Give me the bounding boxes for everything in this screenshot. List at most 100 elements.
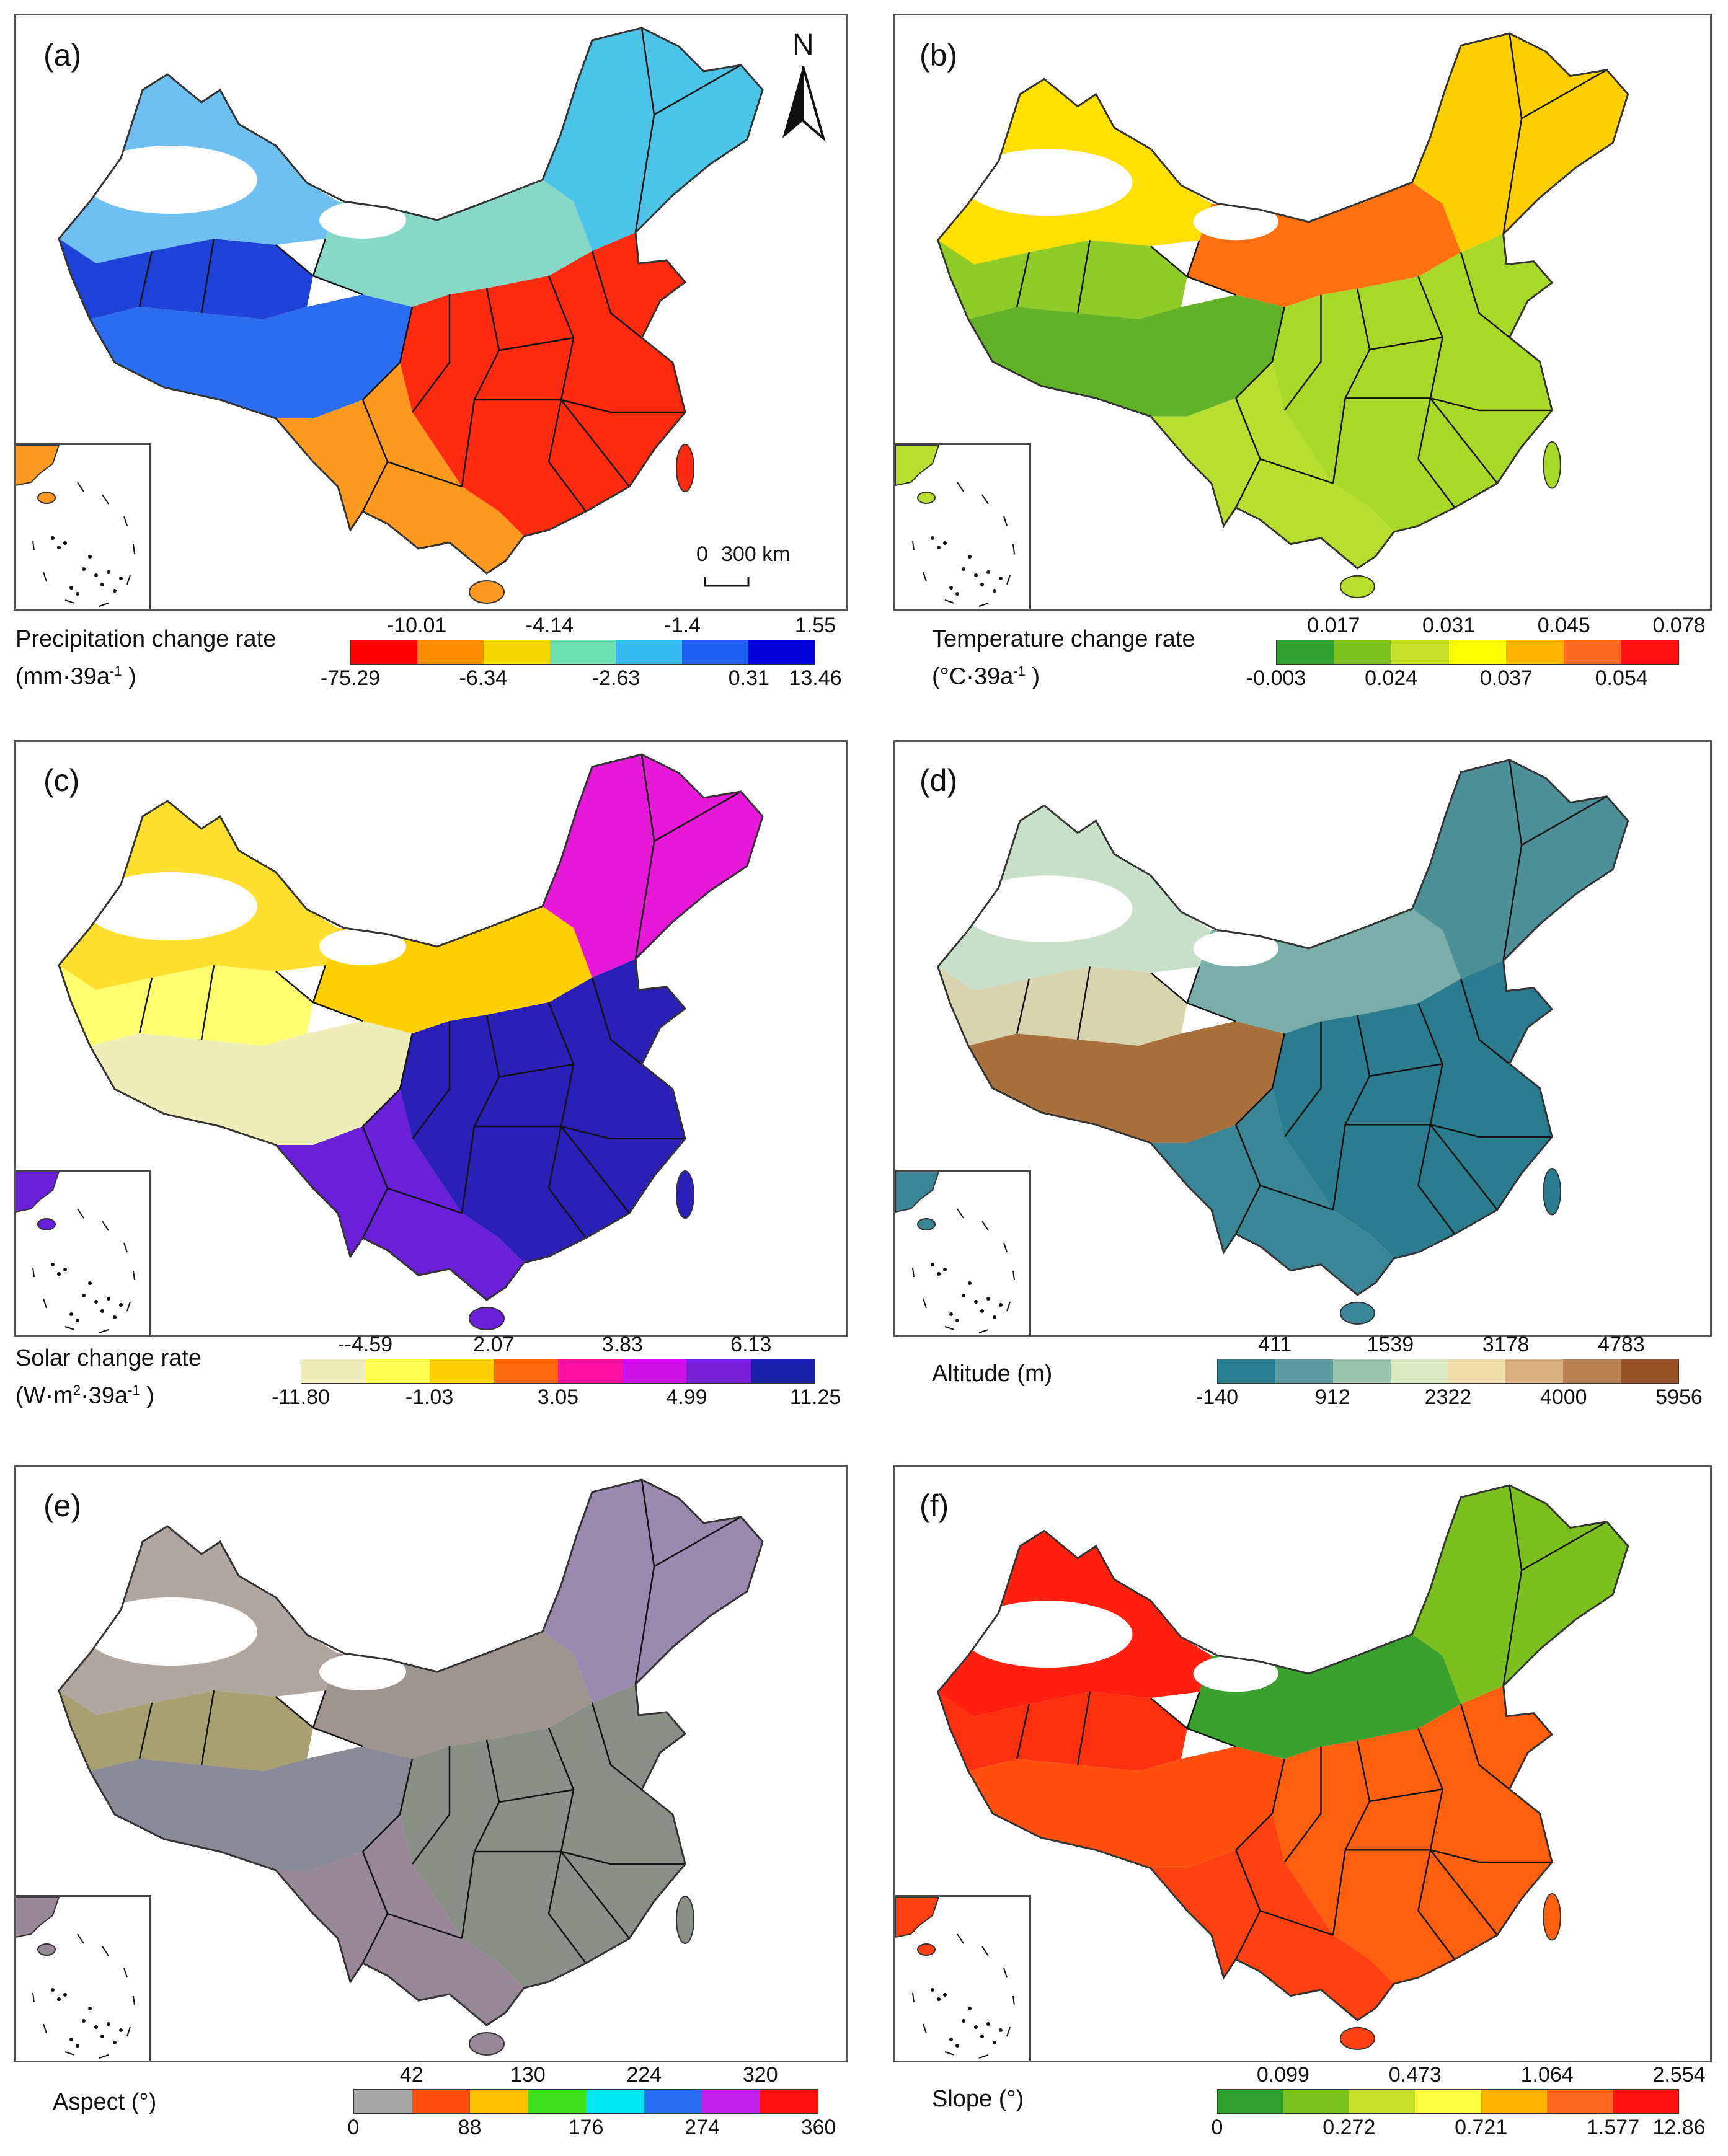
north-arrow-icon (782, 66, 826, 142)
legend-swatch (1218, 2090, 1284, 2113)
legend-unit-tail: ) (122, 663, 136, 690)
island-dot (76, 592, 79, 596)
province-border (200, 965, 215, 1040)
nine-dash-line (99, 2054, 109, 2059)
legend-swatch (1563, 1359, 1621, 1383)
legend-tick-top: 0.017 (1307, 614, 1360, 637)
south-china-sea-inset (16, 1170, 151, 1335)
province-border (1150, 245, 1236, 296)
country-outline (58, 753, 764, 1301)
nine-dash-line (43, 1298, 47, 1309)
island-dot (955, 2044, 959, 2048)
island-dot (955, 592, 959, 596)
nine-dash-line (126, 575, 131, 585)
legend-title-line2: (W·m2·39a-1 ) (16, 1374, 202, 1412)
map-region-tibet (90, 1746, 412, 1870)
island-dot (82, 567, 86, 571)
legend-bar (350, 640, 815, 665)
legend-swatch (1505, 1359, 1564, 1383)
no-data-area (1193, 1655, 1278, 1692)
legend-swatch (1612, 2090, 1678, 2113)
legend-swatch (528, 2090, 586, 2113)
legend-tick-top: 320 (742, 2063, 778, 2087)
island-dot (69, 586, 73, 590)
province-border (1521, 795, 1608, 846)
island-dot (999, 577, 1003, 580)
island-dot (57, 546, 61, 549)
island-dot (937, 1272, 941, 1276)
legend-tick-bottom: 88 (458, 2116, 482, 2139)
panel-label: (f) (919, 1488, 949, 1523)
nine-dash-line (1006, 2026, 1011, 2037)
island-dot (88, 2007, 92, 2010)
scale-bar-line (704, 577, 750, 587)
island-dot (943, 1993, 947, 1997)
no-data-area (962, 875, 1133, 943)
legend-tick-top: 4783 (1598, 1333, 1645, 1356)
province-border (560, 399, 685, 413)
island-dot (962, 2019, 965, 2023)
island-dot (63, 541, 67, 545)
legend-title-line1: Solar change rate (16, 1345, 202, 1371)
map-frame-d (893, 740, 1712, 1337)
map-region-southeast (1272, 234, 1553, 532)
nine-dash-line (77, 1933, 84, 1944)
province-border (1260, 1185, 1334, 1211)
legend-swatch (622, 1359, 686, 1383)
hainan-island (1339, 2026, 1375, 2050)
nine-dash-line (944, 1326, 955, 1330)
legend-tick-top: 2.554 (1652, 2063, 1706, 2087)
province-border (1076, 240, 1091, 314)
legend-tick-bottom: 0.054 (1595, 666, 1648, 690)
legend-tick-bottom: -2.63 (592, 666, 640, 690)
taiwan-island (1543, 1167, 1561, 1216)
province-border (654, 790, 742, 842)
island-dot (962, 567, 965, 571)
island-dot (955, 1319, 959, 1322)
legend-title: Solar change rate (W·m2·39a-1 ) (16, 1342, 202, 1412)
map-region-southeast (1272, 1685, 1553, 1984)
province-border (387, 461, 463, 488)
island-dot (974, 1300, 978, 1304)
inset-mainland (16, 1896, 60, 1938)
legend-unit-exp: 2 (73, 1382, 81, 1398)
nine-dash-line (923, 1298, 927, 1309)
province-border (1417, 276, 1443, 459)
legend-title: Precipitation change rate (mm·39a-1 ) (16, 623, 276, 693)
legend-tick-bottom: 0.037 (1479, 666, 1533, 690)
legend-tick-bottom: 12.86 (1652, 2116, 1706, 2139)
island-dot (119, 577, 123, 580)
nine-dash-line (64, 2051, 75, 2056)
legend-swatch (682, 640, 749, 664)
scale-zero: 0 (696, 542, 708, 566)
province-border (362, 1758, 414, 1852)
legend-unit-exp: -1 (110, 663, 122, 679)
map-region-south (276, 363, 524, 573)
taiwan-island (1543, 1893, 1561, 1941)
province-border (1417, 1002, 1443, 1186)
province-border (560, 1125, 685, 1140)
province-border (1016, 978, 1030, 1034)
island-dot (974, 2025, 978, 2029)
no-data-area (962, 149, 1133, 216)
province-border (387, 1912, 463, 1940)
legend-swatch (417, 640, 484, 664)
province-border (1186, 1691, 1200, 1729)
no-data-area (1193, 203, 1278, 241)
legend-swatch (301, 1359, 366, 1383)
legend-tick-bottom: 4.99 (666, 1385, 707, 1409)
nine-dash-line (957, 482, 964, 492)
nine-dash-line (43, 572, 47, 582)
nine-dash-line (978, 603, 989, 607)
island-dot (931, 1988, 934, 1992)
legend-tick-top: --4.59 (337, 1333, 393, 1356)
legend-unit-tail: ) (140, 1382, 154, 1409)
legend-bar (301, 1359, 815, 1384)
island-dot (100, 2035, 104, 2038)
nine-dash-line (64, 599, 75, 604)
island-dot (94, 1300, 98, 1304)
legend-unit-exp2: -1 (128, 1382, 140, 1398)
legend-tick-top: -1.4 (664, 614, 701, 637)
panel-d: (d) Altitude (m) -140 912 2322 4000 5956 411 1… (864, 719, 1728, 1432)
legend-tick-top: 130 (510, 2063, 546, 2087)
